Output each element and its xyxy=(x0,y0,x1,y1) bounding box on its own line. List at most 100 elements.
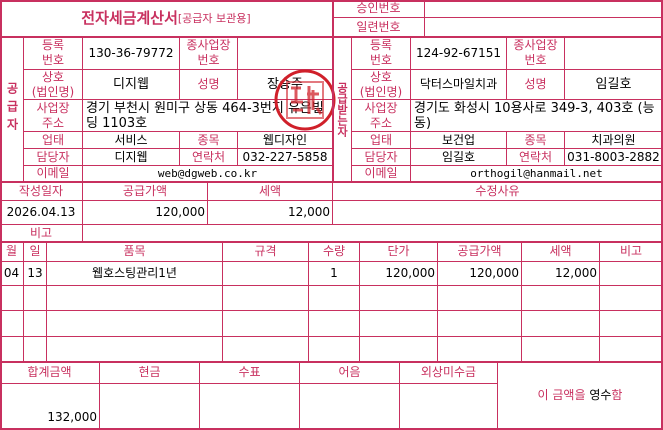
supplier-contact: 디지웹 xyxy=(83,149,180,166)
supplier-biztype-label: 업태 xyxy=(24,132,83,149)
buyer-name-label: 성명 xyxy=(507,70,565,100)
invoice-subtitle: [공급자 보관용] xyxy=(177,11,251,25)
supplier-side-label: 공급자 xyxy=(0,37,24,182)
supplier-address: 경기 부천시 원미구 상동 464-3번지 유은빌딩 1103호 xyxy=(83,100,333,132)
buyer-email: orthogil@hanmail.net xyxy=(411,166,663,182)
header-note: 비고 xyxy=(600,242,663,262)
buyer-company-label: 상호 (법인명) xyxy=(352,70,411,100)
buyer-sub-no xyxy=(565,37,663,70)
cell-month xyxy=(0,337,24,362)
totals-value-check xyxy=(200,384,300,430)
cell-supply xyxy=(438,286,522,311)
supplier-company: 디지웹 xyxy=(83,70,180,100)
header-tax: 세액 xyxy=(522,242,600,262)
buyer-item-label: 종목 xyxy=(507,132,565,149)
receipt-statement: 이 금액을 영수 함 xyxy=(498,362,663,430)
cell-month xyxy=(0,311,24,337)
cell-note xyxy=(600,311,663,337)
invoice-title: 전자세금계산서 xyxy=(81,8,178,27)
cell-spec xyxy=(223,337,309,362)
supply-value: 120,000 xyxy=(83,201,208,225)
supplier-email-label: 이메일 xyxy=(24,166,83,182)
totals-header-cash: 현금 xyxy=(100,362,200,384)
totals-value-note xyxy=(300,384,400,430)
serial-value xyxy=(425,18,663,37)
header-item: 품목 xyxy=(47,242,223,262)
buyer-contact-label: 담당자 xyxy=(352,149,411,166)
supplier-email: web@dgweb.co.kr xyxy=(83,166,333,182)
cell-item: 웹호스팅관리1년 xyxy=(47,262,223,286)
supply-label: 공급가액 xyxy=(83,182,208,201)
tax-label: 세액 xyxy=(208,182,333,201)
cell-note xyxy=(600,337,663,362)
cell-unit-price xyxy=(360,286,438,311)
header-unit-price: 단가 xyxy=(360,242,438,262)
supplier-contact-label: 담당자 xyxy=(24,149,83,166)
supplier-address-label: 사업장 주소 xyxy=(24,100,83,132)
border-left xyxy=(0,0,2,430)
note-label: 비고 xyxy=(0,225,83,242)
cell-item xyxy=(47,286,223,311)
border-top xyxy=(0,0,663,2)
cell-month xyxy=(0,286,24,311)
buyer-name: 임길호 xyxy=(565,70,663,100)
divider xyxy=(0,241,663,243)
cell-unit-price xyxy=(360,311,438,337)
buyer-address: 경기도 화성시 10용사로 349-3, 403호 (능동) xyxy=(411,100,663,132)
cell-tax xyxy=(522,337,600,362)
buyer-biztype-label: 업태 xyxy=(352,132,411,149)
divider xyxy=(332,0,334,182)
cell-item xyxy=(47,311,223,337)
buyer-contact: 임길호 xyxy=(411,149,507,166)
receipt-word: 영수 xyxy=(589,388,612,402)
cell-note xyxy=(600,286,663,311)
divider xyxy=(0,361,663,363)
cell-tax: 12,000 xyxy=(522,262,600,286)
supplier-sub-label: 종사업장 번호 xyxy=(180,37,238,70)
buyer-phone-label: 연락처 xyxy=(507,149,565,166)
receipt-prefix: 이 금액을 xyxy=(537,388,586,402)
seal-stamp-icon xyxy=(274,69,336,131)
cell-tax xyxy=(522,286,600,311)
buyer-reg-label: 등록 번호 xyxy=(352,37,411,70)
supplier-item: 웹디자인 xyxy=(238,132,333,149)
cell-supply xyxy=(438,311,522,337)
supplier-item-label: 종목 xyxy=(180,132,238,149)
cell-tax xyxy=(522,311,600,337)
cell-supply xyxy=(438,337,522,362)
buyer-biztype: 보건업 xyxy=(411,132,507,149)
note-value xyxy=(83,225,663,242)
cell-day xyxy=(24,286,47,311)
supplier-company-label: 상호 (법인명) xyxy=(24,70,83,100)
approval-value xyxy=(425,0,663,18)
totals-header-total: 합계금액 xyxy=(0,362,100,384)
cell-item xyxy=(47,337,223,362)
header-spec: 규격 xyxy=(223,242,309,262)
tax-value: 12,000 xyxy=(208,201,333,225)
border-right xyxy=(661,0,663,430)
title-cell: 전자세금계산서 [공급자 보관용] xyxy=(0,0,333,37)
cell-spec xyxy=(223,286,309,311)
cell-qty xyxy=(309,337,360,362)
cell-qty: 1 xyxy=(309,262,360,286)
header-month: 월 xyxy=(0,242,24,262)
header-supply: 공급가액 xyxy=(438,242,522,262)
date-label: 작성일자 xyxy=(0,182,83,201)
supplier-sub-no xyxy=(238,37,333,70)
cell-qty xyxy=(309,286,360,311)
approval-label: 승인번호 xyxy=(333,0,425,18)
supplier-biztype: 서비스 xyxy=(83,132,180,149)
supplier-reg-label: 등록 번호 xyxy=(24,37,83,70)
totals-header-note: 어음 xyxy=(300,362,400,384)
supplier-phone-label: 연락처 xyxy=(180,149,238,166)
cell-spec xyxy=(223,311,309,337)
divider xyxy=(0,36,663,38)
totals-value-credit xyxy=(400,384,498,430)
header-qty: 수량 xyxy=(309,242,360,262)
totals-header-credit: 외상미수금 xyxy=(400,362,498,384)
buyer-reg-no: 124-92-67151 xyxy=(411,37,507,70)
supplier-name-label: 성명 xyxy=(180,70,238,100)
totals-value-cash xyxy=(100,384,200,430)
cell-unit-price xyxy=(360,337,438,362)
serial-label: 일련번호 xyxy=(333,18,425,37)
